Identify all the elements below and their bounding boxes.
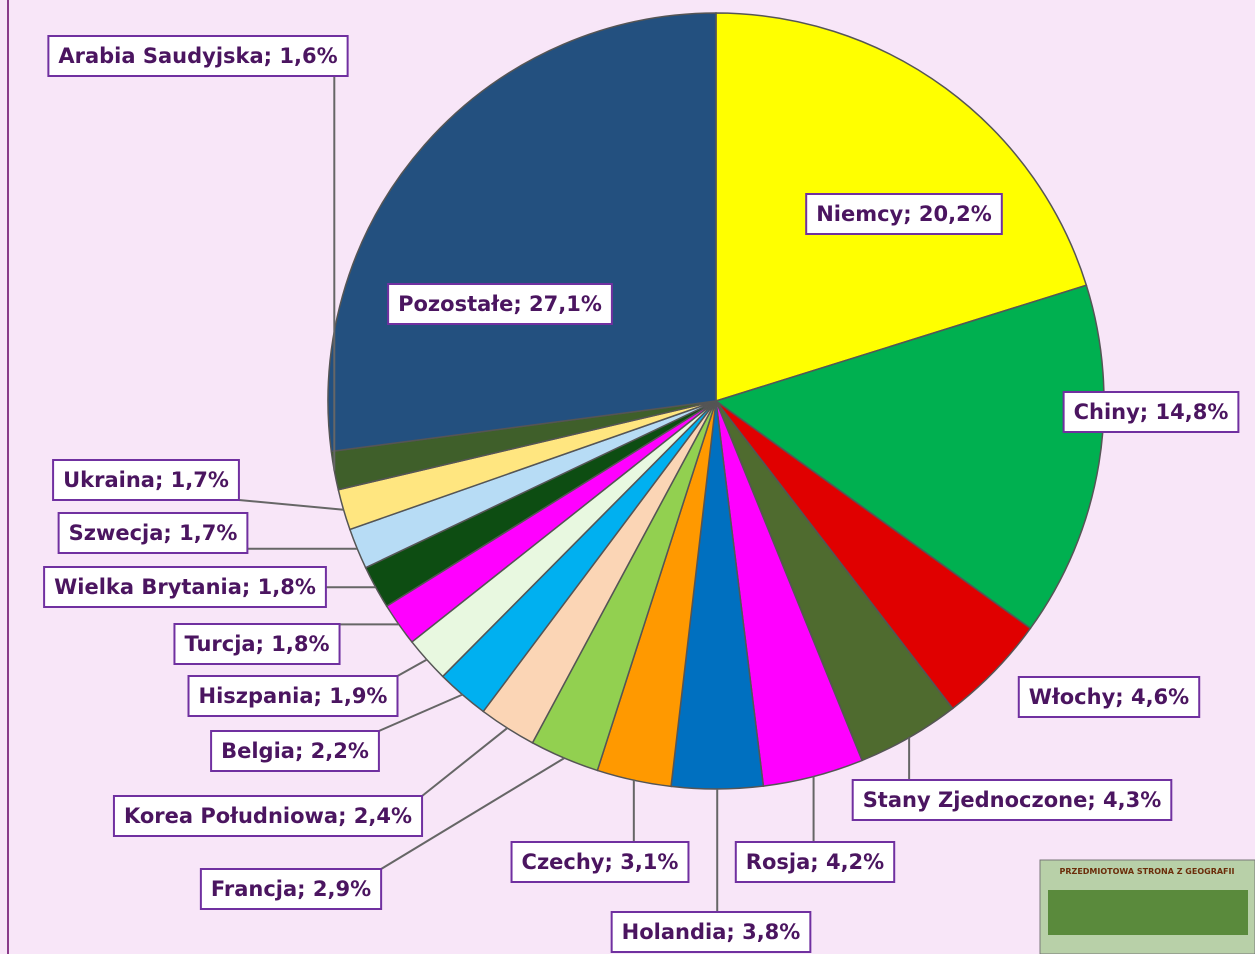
slice: [714, 284, 1105, 630]
data-label: Pozostałe; 27,1%: [398, 292, 602, 316]
label-box: [173, 623, 341, 665]
data-label: Rosja; 4,2%: [746, 850, 884, 874]
leader-line: [380, 757, 565, 870]
label-box: [387, 283, 613, 325]
data-label: Wielka Brytania; 1,8%: [54, 575, 316, 599]
data-label: Stany Zjednoczone; 4,3%: [863, 788, 1162, 812]
label-box: [187, 675, 399, 717]
logo-image: [1048, 890, 1248, 935]
data-label: Francja; 2,9%: [211, 877, 371, 901]
data-label: Hiszpania; 1,9%: [199, 684, 388, 708]
data-label: Belgia; 2,2%: [221, 739, 369, 763]
label-box: [199, 868, 383, 910]
label-box: [851, 779, 1173, 821]
leader-line: [238, 499, 344, 511]
label-box: [610, 911, 812, 953]
data-label: Korea Południowa; 2,4%: [124, 804, 412, 828]
label-box: [52, 459, 240, 501]
leaders: [238, 76, 911, 912]
slice: [327, 12, 717, 453]
data-label: Szwecja; 1,7%: [69, 521, 238, 545]
label-box: [210, 730, 380, 772]
label-box: [57, 512, 249, 554]
logo-text: PRZEDMIOTOWA STRONA Z GEOGRAFII: [1060, 867, 1235, 876]
leader-line: [397, 658, 428, 677]
label-box: [43, 566, 327, 608]
data-label: Ukraina; 1,7%: [63, 468, 229, 492]
label-box: [1062, 391, 1240, 433]
pie: [327, 12, 1105, 790]
data-label: Czechy; 3,1%: [522, 850, 679, 874]
label-box: [734, 841, 896, 883]
leader-line: [421, 727, 508, 797]
label-box: [805, 193, 1003, 235]
label-box: [1017, 676, 1201, 718]
leader-line: [378, 693, 463, 732]
label-box: [510, 841, 690, 883]
data-label: Chiny; 14,8%: [1074, 400, 1229, 424]
data-label: Włochy; 4,6%: [1029, 685, 1189, 709]
data-label: Turcja; 1,8%: [184, 632, 329, 656]
logo: PRZEDMIOTOWA STRONA Z GEOGRAFII: [1039, 859, 1255, 954]
data-label: Arabia Saudyjska; 1,6%: [58, 44, 337, 68]
label-box: [112, 795, 424, 837]
labels: Niemcy; 20,2% Chiny; 14,8% Włochy; 4,6% Sta…: [43, 35, 1240, 953]
data-label: Niemcy; 20,2%: [816, 202, 992, 226]
data-label: Holandia; 3,8%: [622, 920, 801, 944]
label-box: [47, 35, 349, 77]
